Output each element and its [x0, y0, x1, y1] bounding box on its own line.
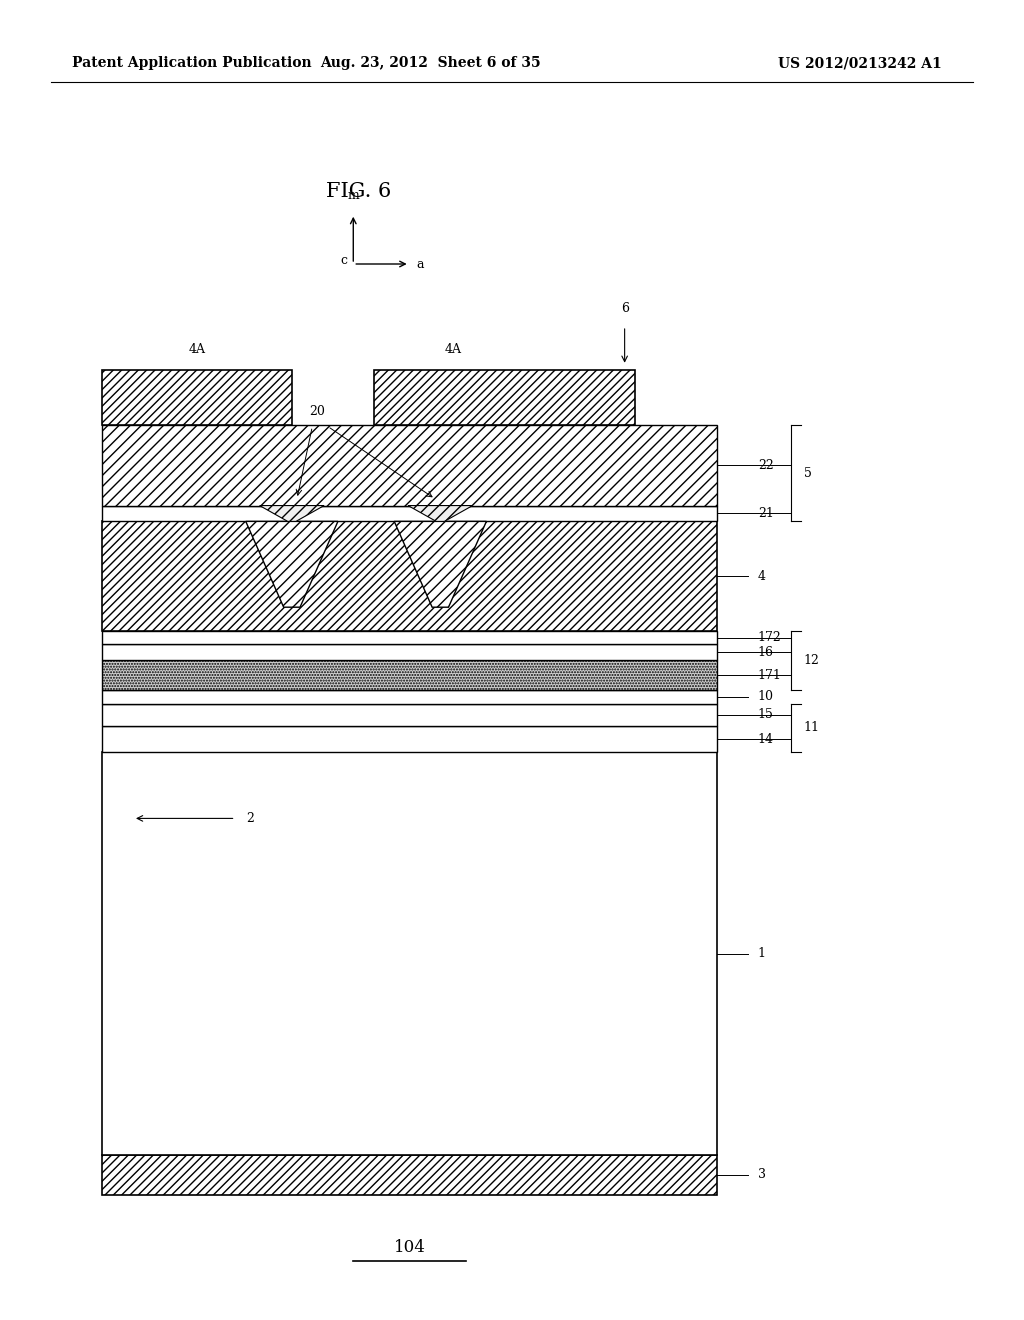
Text: 11: 11 — [804, 722, 820, 734]
Text: 2: 2 — [246, 812, 254, 825]
Polygon shape — [246, 521, 338, 607]
Bar — [102, 631, 717, 644]
Bar — [102, 660, 717, 690]
Text: 21: 21 — [758, 507, 774, 520]
Text: Patent Application Publication: Patent Application Publication — [72, 57, 311, 70]
Bar — [102, 690, 717, 704]
Text: 6: 6 — [621, 302, 629, 315]
Text: 16: 16 — [758, 645, 774, 659]
Polygon shape — [408, 506, 473, 521]
Bar — [102, 521, 717, 631]
Polygon shape — [394, 521, 486, 607]
Text: 15: 15 — [758, 709, 774, 721]
Text: FIG. 6: FIG. 6 — [326, 182, 391, 201]
Bar — [102, 726, 717, 752]
Text: m: m — [347, 189, 359, 202]
Text: 22: 22 — [758, 459, 773, 471]
Bar — [102, 752, 717, 1155]
Bar — [102, 704, 717, 726]
Bar — [374, 370, 635, 425]
Text: 172: 172 — [758, 631, 781, 644]
Bar — [102, 425, 717, 506]
Text: 5: 5 — [804, 467, 812, 479]
Text: a: a — [417, 257, 424, 271]
Text: 171: 171 — [758, 669, 781, 681]
Text: 14: 14 — [758, 733, 774, 746]
Text: 20: 20 — [309, 405, 326, 418]
Text: 12: 12 — [804, 655, 820, 667]
Polygon shape — [259, 506, 324, 521]
Text: US 2012/0213242 A1: US 2012/0213242 A1 — [778, 57, 942, 70]
Text: 10: 10 — [758, 690, 774, 704]
Text: 4: 4 — [758, 570, 766, 582]
Text: 4A: 4A — [188, 343, 206, 356]
Text: 104: 104 — [393, 1239, 426, 1255]
Bar — [102, 370, 292, 425]
Text: 3: 3 — [758, 1168, 766, 1181]
Text: 1: 1 — [758, 948, 766, 960]
Text: c: c — [340, 253, 347, 267]
Bar — [102, 506, 717, 521]
Bar — [102, 644, 717, 660]
Text: 4A: 4A — [444, 343, 462, 356]
Text: Aug. 23, 2012  Sheet 6 of 35: Aug. 23, 2012 Sheet 6 of 35 — [319, 57, 541, 70]
Bar — [102, 1155, 717, 1195]
